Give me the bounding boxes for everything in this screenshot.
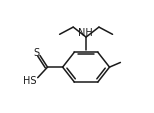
Text: HS: HS	[23, 75, 36, 85]
Text: S: S	[33, 48, 39, 58]
Text: NH: NH	[78, 27, 93, 37]
